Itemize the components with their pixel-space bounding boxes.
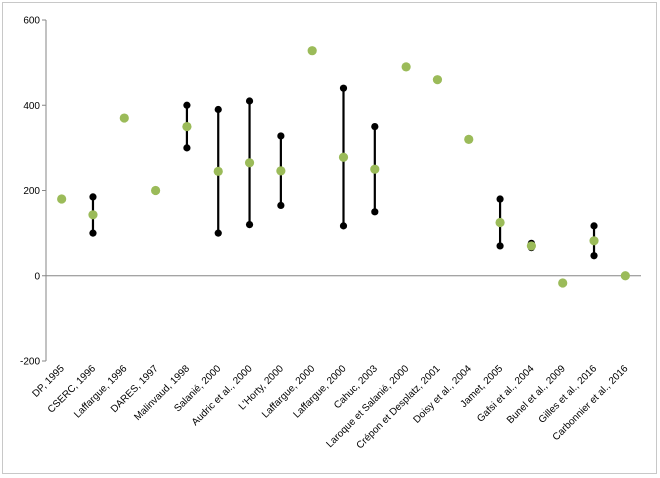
range-high-point bbox=[496, 195, 504, 203]
estimate-point bbox=[558, 278, 568, 288]
range-high-point bbox=[89, 193, 97, 201]
estimate-point bbox=[244, 158, 255, 168]
range-high-point bbox=[245, 97, 254, 105]
range-low-point bbox=[590, 252, 598, 260]
estimate-point bbox=[464, 134, 474, 144]
estimate-point bbox=[276, 166, 286, 176]
range-low-point bbox=[214, 229, 222, 237]
estimate-point bbox=[57, 194, 67, 204]
estimate-point bbox=[370, 164, 380, 174]
y-tick-label: 400 bbox=[23, 101, 40, 112]
range-low-point bbox=[89, 229, 97, 237]
estimate-point bbox=[401, 62, 411, 72]
estimate-point bbox=[526, 241, 536, 251]
x-category-label: Bunel et al., 2009 bbox=[505, 363, 568, 426]
range-high-point bbox=[277, 132, 285, 140]
range-low-point bbox=[496, 242, 504, 250]
estimate-point bbox=[213, 166, 223, 176]
range-low-point bbox=[371, 208, 379, 216]
range-high-point bbox=[214, 105, 222, 114]
range-high-point bbox=[183, 101, 191, 109]
estimate-point bbox=[307, 46, 317, 56]
estimate-point bbox=[495, 217, 505, 228]
range-low-point bbox=[183, 144, 191, 152]
y-tick-label: 0 bbox=[34, 271, 40, 282]
y-tick-label: -200 bbox=[20, 357, 40, 368]
range-low-point bbox=[277, 201, 285, 210]
estimate-point bbox=[589, 236, 599, 246]
y-tick-label: 600 bbox=[23, 16, 40, 27]
estimate-point bbox=[151, 185, 161, 196]
estimate-point bbox=[88, 210, 98, 220]
chart-frame: -200 0 200 400 600 DP, 1995 CSERC, 1996 Laffarg… bbox=[2, 2, 657, 474]
x-category-label: Gilles et al., 2016 bbox=[537, 363, 600, 426]
x-category-label: Malinvaud, 1998 bbox=[132, 363, 192, 423]
range-high-point bbox=[339, 84, 348, 92]
range-low-point bbox=[245, 221, 254, 229]
estimate-point bbox=[182, 121, 192, 132]
range-low-point bbox=[339, 222, 348, 230]
estimate-point bbox=[338, 152, 349, 162]
x-category-label: Doisy et al., 2004 bbox=[411, 363, 474, 426]
range-high-point bbox=[371, 122, 379, 131]
range-high-point bbox=[590, 222, 598, 230]
estimate-point bbox=[119, 113, 129, 123]
estimate-point bbox=[432, 75, 443, 85]
x-category-label: Gafsi et al., 2004 bbox=[475, 363, 537, 425]
estimate-point bbox=[620, 271, 630, 281]
y-tick-label: 200 bbox=[23, 186, 40, 197]
